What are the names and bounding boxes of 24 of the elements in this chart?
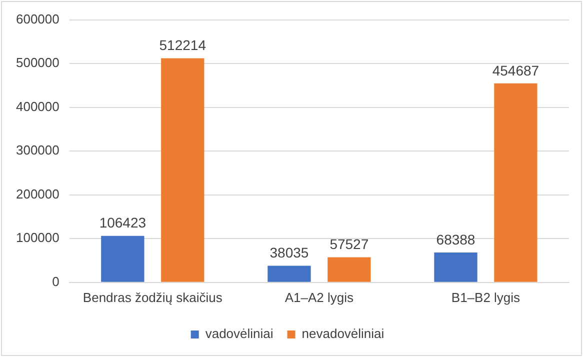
y-tick-label: 200000: [16, 186, 60, 202]
y-tick-label: 400000: [16, 98, 60, 114]
bar: [494, 83, 538, 282]
bar: [434, 252, 478, 282]
bar: [161, 58, 204, 282]
data-label: 512214: [159, 37, 206, 54]
x-tick-label: B1–B2 lygis: [451, 290, 521, 305]
bar: [328, 257, 371, 282]
data-label: 106423: [99, 214, 146, 231]
legend-label: vadovėliniai: [205, 326, 274, 342]
bar: [101, 236, 144, 282]
y-tick-label: 600000: [16, 11, 60, 26]
x-tick-label: Bendras žodžių skaičius: [82, 290, 223, 305]
data-label: 454687: [492, 62, 540, 78]
data-label: 57527: [330, 236, 369, 252]
y-tick-label: 300000: [16, 142, 60, 158]
data-label: 68388: [436, 231, 476, 248]
legend-label: nevadovėliniai: [302, 326, 384, 342]
y-tick-label: 500000: [16, 55, 60, 70]
y-tick-label: 0: [52, 274, 60, 289]
data-label: 38035: [270, 244, 309, 261]
x-tick-label: A1–A2 lygis: [284, 290, 354, 305]
bar: [268, 266, 311, 282]
y-tick-label: 100000: [16, 230, 60, 246]
